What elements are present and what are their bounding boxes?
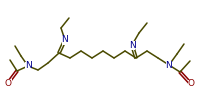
- Text: N: N: [25, 62, 31, 71]
- Text: O: O: [4, 79, 12, 88]
- Text: N: N: [129, 41, 135, 50]
- Text: N: N: [166, 60, 172, 70]
- Text: O: O: [188, 80, 194, 88]
- Text: N: N: [62, 36, 68, 45]
